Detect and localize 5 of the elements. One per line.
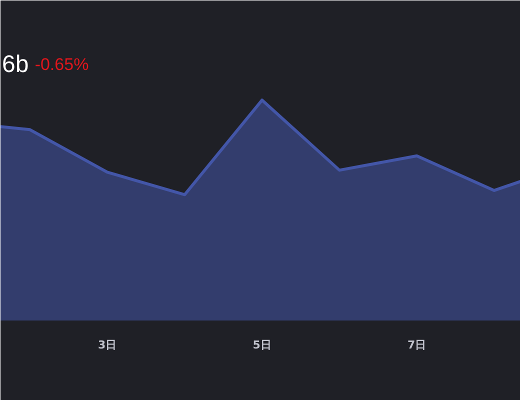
text: -0.65% bbox=[34, 55, 89, 74]
x-tick-label: 5日 bbox=[252, 338, 272, 352]
chart-title: 6b bbox=[2, 51, 29, 78]
x-tick-label: 7日 bbox=[407, 338, 426, 352]
x-tick-label: 3日 bbox=[98, 338, 117, 352]
